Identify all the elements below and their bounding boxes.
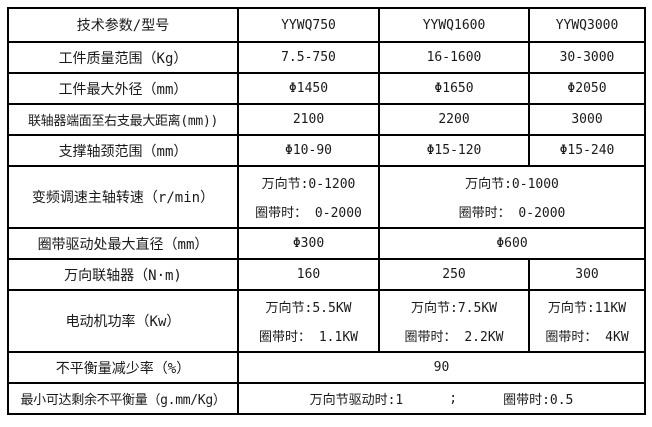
- max-outer-diameter-yywq3000: Φ2050: [528, 72, 646, 105]
- header-row: 技术参数/型号 YYWQ750 YYWQ1600 YYWQ3000: [7, 7, 646, 43]
- row-support-journal-range: 支撑轴颈范围（mm） Φ10-90 Φ15-120 Φ15-240: [7, 134, 646, 167]
- row-spindle-speed: 变频调速主轴转速（r/min） 万向节:0-1200 圈带时： 0-2000 万…: [7, 165, 646, 229]
- min-residual-unbalance-separator: ;: [449, 391, 458, 406]
- motor-power-yywq3000-belt: 圈带时： 4KW: [545, 330, 629, 345]
- row-belt-drive-max-diameter: 圈带驱动处最大直径（mm） Φ300 Φ600: [7, 227, 646, 260]
- unbalance-reduction-rate-value: 90: [237, 351, 646, 384]
- spindle-speed-yywq1600-3000: 万向节:0-1000 圈带时： 0-2000: [378, 165, 646, 229]
- belt-drive-max-diameter-label: 圈带驱动处最大直径（mm）: [7, 227, 239, 260]
- min-residual-unbalance-parts: 万向节驱动时:1 ; 圈带时:0.5: [240, 389, 643, 408]
- spindle-speed-yywq750: 万向节:0-1200 圈带时： 0-2000: [237, 165, 380, 229]
- motor-power-yywq3000: 万向节:11KW 圈带时： 4KW: [528, 289, 646, 353]
- mass-range-yywq3000: 30-3000: [528, 41, 646, 74]
- mass-range-label: 工件质量范围（Kg）: [7, 41, 239, 74]
- universal-coupling-torque-label: 万向联轴器（N·m): [7, 258, 239, 291]
- support-journal-range-yywq1600: Φ15-120: [378, 134, 530, 167]
- header-model-yywq3000: YYWQ3000: [528, 7, 646, 43]
- max-outer-diameter-label: 工件最大外径（mm）: [7, 72, 239, 105]
- header-param-model: 技术参数/型号: [7, 7, 239, 43]
- belt-drive-max-diameter-yywq1600-3000: Φ600: [378, 227, 646, 260]
- motor-power-yywq1600-universal: 万向节:7.5KW: [411, 301, 497, 316]
- motor-power-yywq1600: 万向节:7.5KW 圈带时： 2.2KW: [378, 289, 530, 353]
- row-max-outer-diameter: 工件最大外径（mm） Φ1450 Φ1650 Φ2050: [7, 72, 646, 105]
- header-model-yywq750: YYWQ750: [237, 7, 380, 43]
- universal-coupling-torque-yywq750: 160: [237, 258, 380, 291]
- mass-range-yywq1600: 16-1600: [378, 41, 530, 74]
- support-journal-range-yywq3000: Φ15-240: [528, 134, 646, 167]
- unbalance-reduction-rate-label: 不平衡量减少率（%）: [7, 351, 239, 384]
- max-outer-diameter-yywq1600: Φ1650: [378, 72, 530, 105]
- universal-coupling-torque-yywq3000: 300: [528, 258, 646, 291]
- row-universal-coupling-torque: 万向联轴器（N·m) 160 250 300: [7, 258, 646, 291]
- min-residual-unbalance-belt: 圈带时:0.5: [503, 393, 574, 408]
- universal-coupling-torque-yywq1600: 250: [378, 258, 530, 291]
- coupling-end-distance-yywq1600: 2200: [378, 103, 530, 136]
- spindle-speed-merged-universal: 万向节:0-1000: [465, 177, 559, 192]
- support-journal-range-label: 支撑轴颈范围（mm）: [7, 134, 239, 167]
- row-mass-range: 工件质量范围（Kg） 7.5-750 16-1600 30-3000: [7, 41, 646, 74]
- mass-range-yywq750: 7.5-750: [237, 41, 380, 74]
- motor-power-yywq750-belt: 圈带时： 1.1KW: [259, 330, 358, 345]
- header-model-yywq1600: YYWQ1600: [378, 7, 530, 43]
- spindle-speed-merged-belt: 圈带时： 0-2000: [458, 206, 566, 221]
- belt-drive-max-diameter-yywq750: Φ300: [237, 227, 380, 260]
- coupling-end-distance-yywq750: 2100: [237, 103, 380, 136]
- support-journal-range-yywq750: Φ10-90: [237, 134, 380, 167]
- motor-power-label: 电动机功率（Kw）: [7, 289, 239, 353]
- max-outer-diameter-yywq750: Φ1450: [237, 72, 380, 105]
- spindle-speed-label: 变频调速主轴转速（r/min）: [7, 165, 239, 229]
- row-min-residual-unbalance: 最小可达剩余不平衡量（g.mm/Kg） 万向节驱动时:1 ; 圈带时:0.5: [7, 382, 646, 415]
- motor-power-yywq750: 万向节:5.5KW 圈带时： 1.1KW: [237, 289, 380, 353]
- min-residual-unbalance-label: 最小可达剩余不平衡量（g.mm/Kg）: [7, 382, 239, 415]
- min-residual-unbalance-value: 万向节驱动时:1 ; 圈带时:0.5: [237, 382, 646, 415]
- row-unbalance-reduction-rate: 不平衡量减少率（%） 90: [7, 351, 646, 384]
- motor-power-yywq3000-universal: 万向节:11KW: [547, 301, 627, 316]
- coupling-end-distance-yywq3000: 3000: [528, 103, 646, 136]
- spec-sheet: 技术参数/型号 YYWQ750 YYWQ1600 YYWQ3000 工件质量范围…: [7, 7, 646, 415]
- motor-power-yywq750-universal: 万向节:5.5KW: [265, 301, 352, 316]
- spec-table: 技术参数/型号 YYWQ750 YYWQ1600 YYWQ3000 工件质量范围…: [7, 7, 646, 415]
- spindle-speed-yywq750-belt: 圈带时： 0-2000: [255, 206, 362, 221]
- row-coupling-end-distance: 联轴器端面至右支最大距离(mm)) 2100 2200 3000: [7, 103, 646, 136]
- motor-power-yywq1600-belt: 圈带时： 2.2KW: [404, 330, 504, 345]
- row-motor-power: 电动机功率（Kw） 万向节:5.5KW 圈带时： 1.1KW 万向节:7.5KW…: [7, 289, 646, 353]
- min-residual-unbalance-universal: 万向节驱动时:1: [309, 393, 404, 408]
- coupling-end-distance-label: 联轴器端面至右支最大距离(mm)): [7, 103, 239, 136]
- spindle-speed-yywq750-universal: 万向节:0-1200: [261, 177, 356, 192]
